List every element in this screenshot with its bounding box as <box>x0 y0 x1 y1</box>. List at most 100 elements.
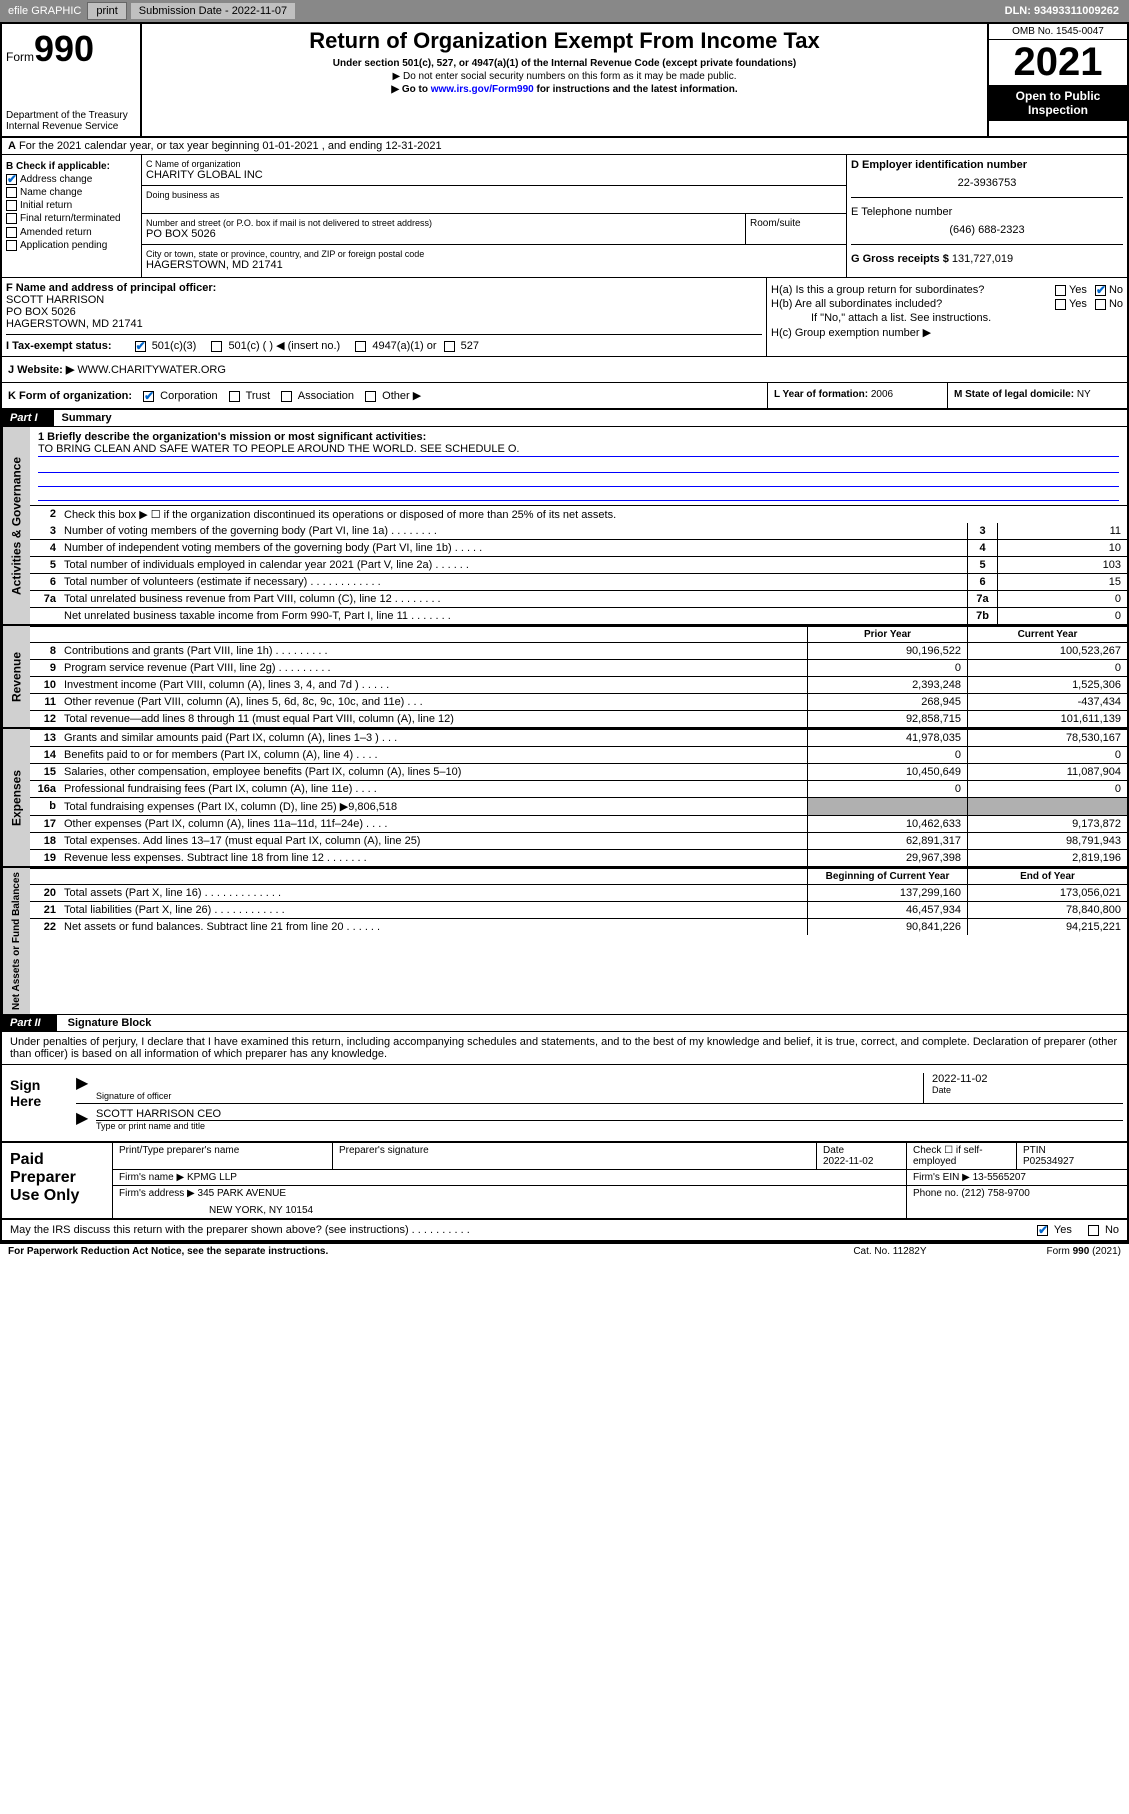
check-app-pending[interactable]: Application pending <box>6 240 137 251</box>
ha-no[interactable]: No <box>1095 284 1123 296</box>
row-prior: 90,196,522 <box>807 643 967 659</box>
print-button[interactable]: print <box>87 2 126 20</box>
row-num: 19 <box>30 850 60 866</box>
check-501c3[interactable]: 501(c)(3) <box>135 340 197 352</box>
row-box-num: 4 <box>967 540 997 556</box>
row-text: Number of independent voting members of … <box>60 540 967 556</box>
part1-title: Summary <box>54 410 120 426</box>
row-num: 21 <box>30 902 60 918</box>
hb-yes[interactable]: Yes <box>1055 298 1087 310</box>
row-current <box>967 798 1127 815</box>
check-initial[interactable]: Initial return <box>6 200 137 211</box>
row-text: Total liabilities (Part X, line 26) . . … <box>60 902 807 918</box>
row-num: 4 <box>30 540 60 556</box>
row-current: 11,087,904 <box>967 764 1127 780</box>
irs-link[interactable]: www.irs.gov/Form990 <box>431 84 534 95</box>
h e: If "No," attach a list. See instructions… <box>771 312 1123 324</box>
vert-expenses: Expenses <box>2 729 30 866</box>
row-prior: 0 <box>807 660 967 676</box>
ha-yes[interactable]: Yes <box>1055 284 1087 296</box>
row-current: 0 <box>967 747 1127 763</box>
row-num: 20 <box>30 885 60 901</box>
perjury-text: Under penalties of perjury, I declare th… <box>2 1032 1127 1065</box>
tax-exempt-label: I Tax-exempt status: <box>6 340 112 352</box>
check-name-change[interactable]: Name change <box>6 187 137 198</box>
arrow-icon: ▶ <box>76 1108 96 1133</box>
dba-label: Doing business as <box>146 190 842 200</box>
check-other[interactable]: Other ▶ <box>365 390 421 402</box>
addr-value: PO BOX 5026 <box>146 228 741 240</box>
check-corp[interactable]: Corporation <box>143 390 218 402</box>
prep-date-label: Date <box>823 1145 900 1156</box>
row-num: 17 <box>30 816 60 832</box>
vert-activities: Activities & Governance <box>2 427 30 624</box>
efile-label: efile GRAPHIC <box>2 3 87 19</box>
blank-line <box>38 459 1119 473</box>
row-box-num: 5 <box>967 557 997 573</box>
row-prior: 92,858,715 <box>807 711 967 727</box>
form-org-label: K Form of organization: <box>8 390 132 402</box>
subtitle-2: ▶ Do not enter social security numbers o… <box>146 71 983 82</box>
cat-no: Cat. No. 11282Y <box>853 1246 926 1257</box>
row-text: Investment income (Part VIII, column (A)… <box>60 677 807 693</box>
row-num: 10 <box>30 677 60 693</box>
firm-addr1: 345 PARK AVENUE <box>198 1188 287 1199</box>
tel-label: E Telephone number <box>851 206 1123 218</box>
prep-date: 2022-11-02 <box>823 1156 900 1167</box>
row-prior: 0 <box>807 781 967 797</box>
row-prior: 41,978,035 <box>807 730 967 746</box>
row-value: 103 <box>997 557 1127 573</box>
row-text: Benefits paid to or for members (Part IX… <box>60 747 807 763</box>
officer-addr2: HAGERSTOWN, MD 21741 <box>6 318 762 330</box>
check-527[interactable]: 527 <box>444 340 479 352</box>
mission-label: 1 Briefly describe the organization's mi… <box>38 431 1119 443</box>
check-addr-change[interactable]: Address change <box>6 174 137 185</box>
check-assoc[interactable]: Association <box>281 390 354 402</box>
officer-label: F Name and address of principal officer: <box>6 282 762 294</box>
row-current: 173,056,021 <box>967 885 1127 901</box>
addr-label: Number and street (or P.O. box if mail i… <box>146 218 741 228</box>
discuss-yes[interactable]: Yes <box>1037 1224 1072 1236</box>
row-text: Program service revenue (Part VIII, line… <box>60 660 807 676</box>
vert-revenue: Revenue <box>2 626 30 727</box>
row-num: 13 <box>30 730 60 746</box>
row-text: Net unrelated business taxable income fr… <box>60 608 967 624</box>
row-prior: 62,891,317 <box>807 833 967 849</box>
row-value: 10 <box>997 540 1127 556</box>
row-num: 7a <box>30 591 60 607</box>
row-num: 9 <box>30 660 60 676</box>
phone-label: Phone no. <box>913 1188 959 1199</box>
gross-receipts: G Gross receipts $ 131,727,019 <box>851 253 1123 265</box>
preparer-label: Paid Preparer Use Only <box>2 1143 112 1218</box>
dept-irs: Internal Revenue Service <box>6 121 136 132</box>
col-end: End of Year <box>967 869 1127 884</box>
self-employed-check[interactable]: Check ☐ if self-employed <box>907 1143 1017 1169</box>
officer-name-title: SCOTT HARRISON CEO <box>96 1108 1123 1121</box>
row-num: 15 <box>30 764 60 780</box>
row-prior: 46,457,934 <box>807 902 967 918</box>
firm-addr2: NEW YORK, NY 10154 <box>119 1205 900 1216</box>
check-amended[interactable]: Amended return <box>6 227 137 238</box>
hb-no[interactable]: No <box>1095 298 1123 310</box>
row-prior: 90,841,226 <box>807 919 967 935</box>
check-trust[interactable]: Trust <box>229 390 271 402</box>
website-label: J Website: ▶ <box>8 364 74 376</box>
row-num: 5 <box>30 557 60 573</box>
row-current: 100,523,267 <box>967 643 1127 659</box>
col-begin: Beginning of Current Year <box>807 869 967 884</box>
vert-netassets: Net Assets or Fund Balances <box>2 868 30 1014</box>
blank-line <box>38 473 1119 487</box>
check-4947[interactable]: 4947(a)(1) or <box>355 340 436 352</box>
year-formation: L Year of formation: 2006 <box>767 383 947 408</box>
row-prior: 10,450,649 <box>807 764 967 780</box>
check-final[interactable]: Final return/terminated <box>6 213 137 224</box>
firm-ein-label: Firm's EIN ▶ <box>913 1172 970 1183</box>
form-footer: Form 990 (2021) <box>1047 1246 1121 1257</box>
row-current: 2,819,196 <box>967 850 1127 866</box>
officer-addr1: PO BOX 5026 <box>6 306 762 318</box>
discuss-no[interactable]: No <box>1088 1224 1119 1236</box>
subtitle-1: Under section 501(c), 527, or 4947(a)(1)… <box>146 58 983 69</box>
check-501c[interactable]: 501(c) ( ) ◀ (insert no.) <box>211 340 340 352</box>
name-title-label: Type or print name and title <box>96 1121 1123 1131</box>
website-value: WWW.CHARITYWATER.ORG <box>77 364 225 376</box>
